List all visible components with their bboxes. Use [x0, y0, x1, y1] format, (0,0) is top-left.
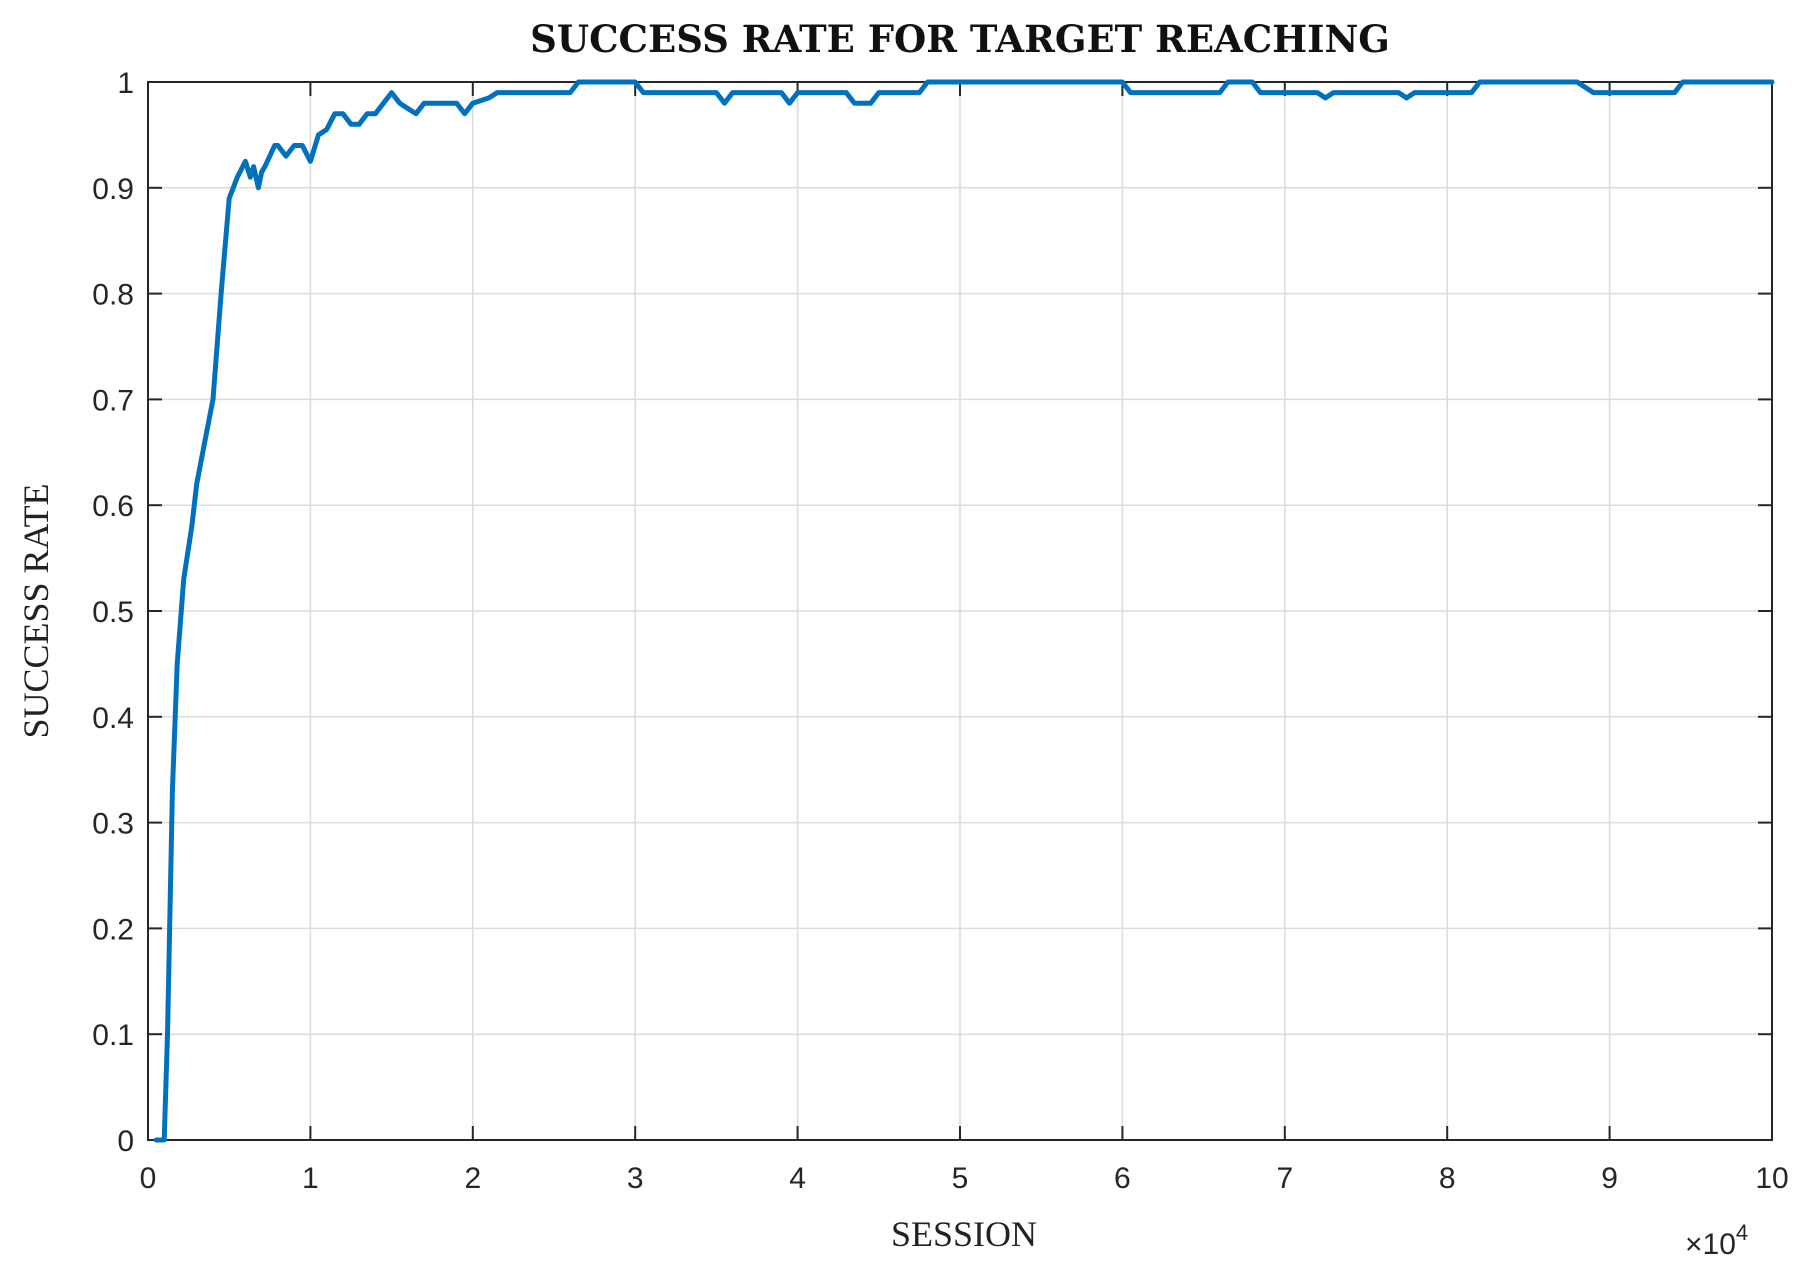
- y-tick-label: 1: [117, 67, 134, 100]
- y-tick-label: 0: [117, 1125, 134, 1158]
- x-tick-label: 9: [1601, 1162, 1618, 1195]
- series-layer: [153, 79, 1775, 1143]
- x-tick-label: 5: [952, 1162, 969, 1195]
- y-tick-label: 0.9: [92, 173, 134, 206]
- y-tick-label: 0.3: [92, 808, 134, 841]
- x-tick-label: 7: [1276, 1162, 1293, 1195]
- x-tick-label: 4: [789, 1162, 806, 1195]
- x-tick-label: 3: [627, 1162, 644, 1195]
- x-multiplier-base: ×10: [1685, 1228, 1736, 1261]
- y-tick-labels: 0 0.1 0.2 0.3 0.4 0.5 0.6 0.7 0.8 0.9 1: [92, 67, 134, 1158]
- y-tick-label: 0.6: [92, 490, 134, 523]
- y-tick-label: 0.7: [92, 384, 134, 417]
- x-multiplier-label: ×104: [1685, 1220, 1748, 1261]
- y-tick-label: 0.2: [92, 913, 134, 946]
- y-tick-label: 0.4: [92, 702, 134, 735]
- y-tick-label: 0.8: [92, 279, 134, 312]
- y-tick-label: 0.5: [92, 596, 134, 629]
- chart-title: SUCCESS RATE FOR TARGET REACHING: [530, 17, 1390, 61]
- x-tick-label: 8: [1439, 1162, 1456, 1195]
- x-multiplier-exponent: 4: [1736, 1220, 1748, 1245]
- y-tick-label: 0.1: [92, 1019, 134, 1052]
- x-tick-label: 2: [464, 1162, 481, 1195]
- x-tick-labels: 0 1 2 3 4 5 6 7 8 9 10: [140, 1162, 1789, 1195]
- x-tick-label: 1: [302, 1162, 319, 1195]
- grid-lines: [148, 82, 1772, 1140]
- series-line: [153, 79, 1775, 1143]
- x-tick-label: 0: [140, 1162, 157, 1195]
- x-tick-label: 6: [1114, 1162, 1131, 1195]
- x-tick-label: 10: [1755, 1162, 1788, 1195]
- x-axis-label: SESSION: [891, 1214, 1037, 1254]
- y-axis-label: SUCCESS RATE: [16, 483, 56, 738]
